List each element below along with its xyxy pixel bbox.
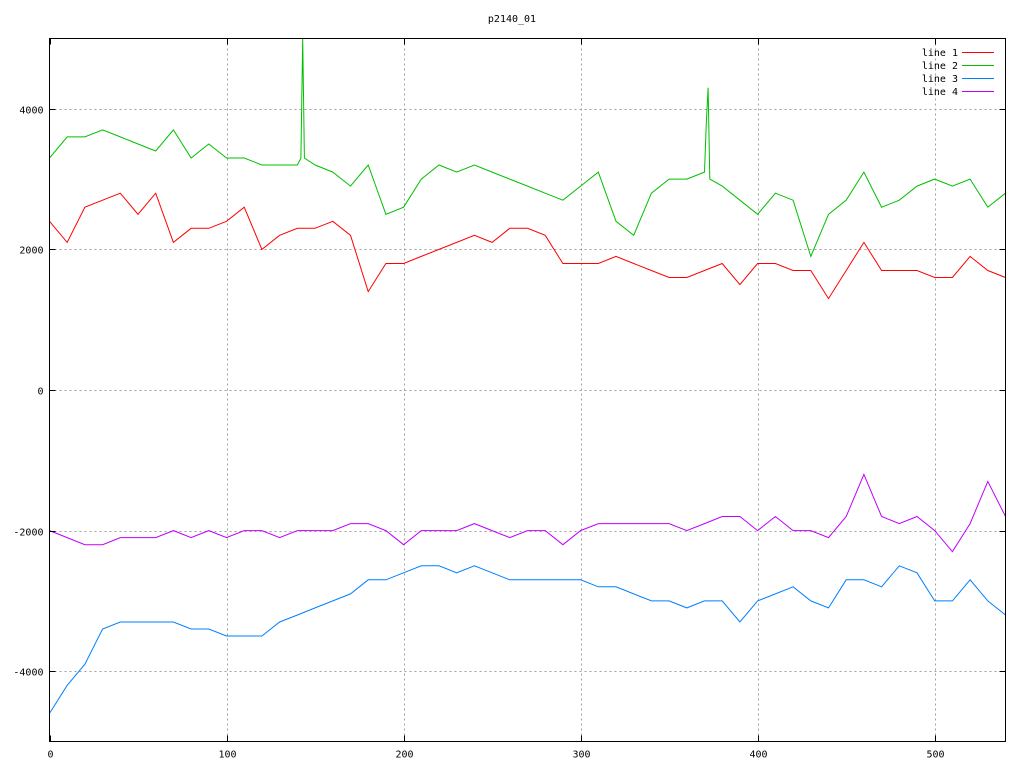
- series-line-3: [49, 565, 1006, 714]
- legend-label: line 4: [922, 87, 958, 98]
- grid-lines: [49, 38, 1006, 742]
- x-tick-label: 0: [47, 750, 53, 761]
- x-tick-label: 400: [749, 750, 767, 761]
- x-tick-label: 500: [926, 750, 944, 761]
- series-line-2: [49, 38, 1006, 258]
- series-line-1: [49, 192, 1006, 300]
- legend-label: line 3: [922, 74, 958, 85]
- axes: 0 100 200 300 400 500 -4000 -2000 0 2000 4000: [13, 38, 1006, 761]
- series-line-4: [49, 473, 1006, 553]
- plot-frame: [49, 38, 1006, 742]
- y-tick-label: 0: [37, 387, 43, 398]
- x-tick-label: 300: [572, 750, 590, 761]
- legend-label: line 2: [922, 61, 958, 72]
- y-tick-label: -4000: [13, 668, 43, 679]
- y-tick-label: 2000: [19, 246, 43, 257]
- y-tick-label: 4000: [19, 106, 43, 117]
- y-tick-label: -2000: [13, 528, 43, 539]
- x-tick-label: 100: [218, 750, 236, 761]
- x-tick-label: 200: [395, 750, 413, 761]
- legend-label: line 1: [922, 48, 958, 59]
- series-group: [49, 38, 1006, 714]
- chart-title: p2140_01: [488, 14, 536, 25]
- legend: line 1 line 2 line 3 line 4: [922, 48, 994, 98]
